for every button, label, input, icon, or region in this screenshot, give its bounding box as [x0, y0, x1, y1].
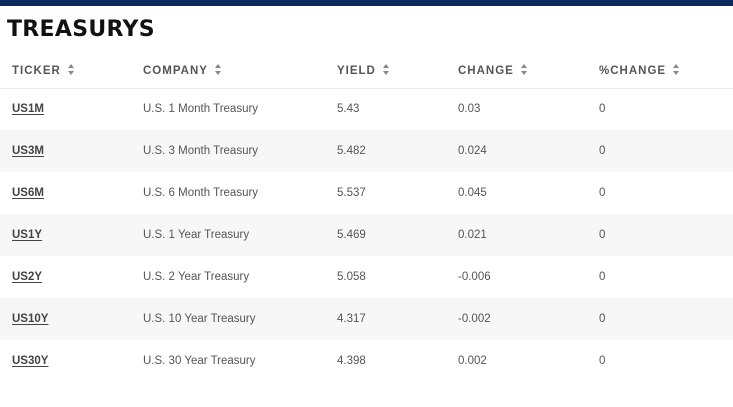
ticker-link[interactable]: US3M [12, 145, 44, 157]
company-cell: U.S. 1 Year Treasury [143, 229, 250, 241]
sort-icon [67, 64, 74, 76]
company-cell: U.S. 2 Year Treasury [143, 271, 250, 283]
sort-icon [214, 64, 221, 76]
change-cell: 0.021 [458, 229, 487, 241]
ticker-link[interactable]: US6M [12, 187, 44, 199]
treasury-table: TICKER COMPANY YIELD CHANGE %CHANGE US1M… [0, 54, 733, 382]
pct-change-cell: 0 [599, 355, 606, 367]
pct-change-cell: 0 [599, 145, 606, 157]
sort-icon [673, 64, 680, 76]
yield-cell: 5.43 [337, 103, 360, 116]
ticker-cell: US6M [0, 172, 143, 214]
company-cell: U.S. 6 Month Treasury [143, 187, 259, 199]
change-cell: 0.024 [458, 145, 487, 157]
company-cell: U.S. 30 Year Treasury [143, 355, 256, 367]
yield-cell: 5.537 [337, 187, 366, 199]
table-row: US1M U.S. 1 Month Treasury 5.43 0.03 0 [0, 88, 733, 130]
ticker-cell: US30Y [0, 340, 143, 382]
yield-cell: 4.398 [337, 355, 366, 367]
change-cell: -0.006 [458, 271, 491, 283]
yield-cell: 4.317 [337, 313, 366, 325]
pct-change-cell: 0 [599, 229, 606, 241]
change-cell: 0.002 [458, 355, 487, 367]
ticker-link[interactable]: US10Y [12, 313, 49, 325]
yield-cell: 5.469 [337, 229, 366, 241]
column-header-pct-change[interactable]: %CHANGE [599, 54, 733, 89]
table-row: US6M U.S. 6 Month Treasury 5.537 0.045 0 [0, 172, 733, 214]
pct-change-cell: 0 [599, 271, 606, 283]
company-cell: U.S. 1 Month Treasury [143, 103, 259, 116]
change-cell: -0.002 [458, 313, 491, 325]
ticker-cell: US1Y [0, 214, 143, 256]
table-header-row: TICKER COMPANY YIELD CHANGE %CHANGE [0, 54, 733, 89]
column-header-ticker[interactable]: TICKER [0, 54, 143, 89]
ticker-link[interactable]: US2Y [12, 271, 43, 283]
company-cell: U.S. 3 Month Treasury [143, 145, 259, 157]
change-cell: 0.03 [458, 103, 481, 116]
yield-cell: 5.058 [337, 271, 366, 283]
pct-change-cell: 0 [599, 313, 606, 325]
sort-icon [382, 64, 389, 76]
top-accent-bar [0, 0, 733, 6]
column-header-yield[interactable]: YIELD [337, 54, 458, 89]
ticker-cell: US3M [0, 130, 143, 172]
ticker-link[interactable]: US1M [12, 103, 44, 116]
ticker-cell: US2Y [0, 256, 143, 298]
company-cell: U.S. 10 Year Treasury [143, 313, 256, 325]
table-row: US3M U.S. 3 Month Treasury 5.482 0.024 0 [0, 130, 733, 172]
page-title: TREASURYS [7, 17, 155, 42]
change-cell: 0.045 [458, 187, 487, 199]
pct-change-cell: 0 [599, 187, 606, 199]
table-row: US10Y U.S. 10 Year Treasury 4.317 -0.002… [0, 298, 733, 340]
pct-change-cell: 0 [599, 103, 606, 116]
column-header-change[interactable]: CHANGE [458, 54, 599, 89]
ticker-link[interactable]: US30Y [12, 355, 49, 367]
sort-icon [520, 64, 527, 76]
column-header-company[interactable]: COMPANY [143, 54, 337, 89]
ticker-cell: US1M [0, 88, 143, 130]
ticker-link[interactable]: US1Y [12, 229, 43, 241]
table-row: US1Y U.S. 1 Year Treasury 5.469 0.021 0 [0, 214, 733, 256]
yield-cell: 5.482 [337, 145, 366, 157]
table-row: US30Y U.S. 30 Year Treasury 4.398 0.002 … [0, 340, 733, 382]
ticker-cell: US10Y [0, 298, 143, 340]
table-row: US2Y U.S. 2 Year Treasury 5.058 -0.006 0 [0, 256, 733, 298]
